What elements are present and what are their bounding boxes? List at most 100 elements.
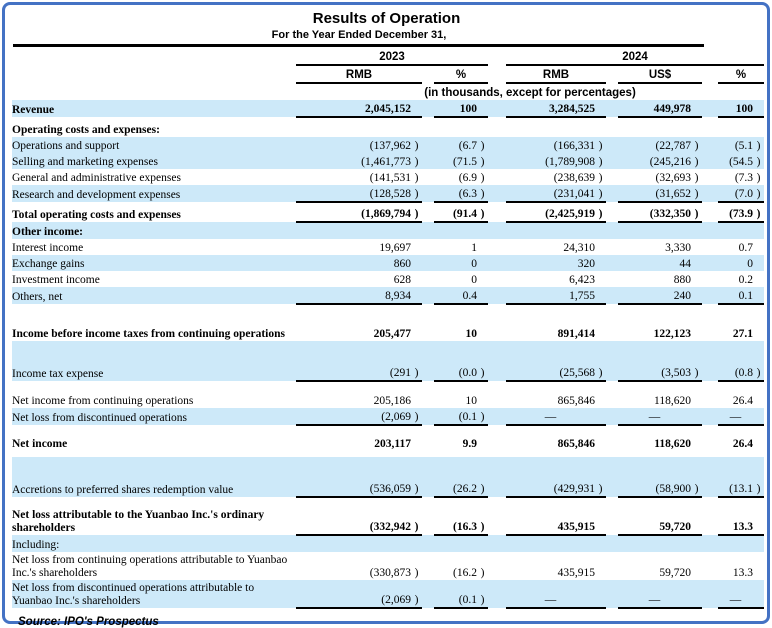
paren-slot: [753, 395, 764, 408]
value-text: 1: [471, 242, 477, 255]
col-gap: [702, 287, 718, 305]
table-row: Other income:: [12, 222, 765, 240]
paren-slot: [741, 594, 752, 607]
value-cell: 118,620: [618, 425, 702, 451]
value-text: 240: [673, 290, 691, 303]
value-cell: (13.1): [718, 457, 765, 499]
value-text: (332,350: [649, 208, 691, 221]
spacer-row: [12, 304, 764, 311]
paren-slot: [411, 290, 422, 303]
col-gap: [488, 239, 506, 255]
paren-slot: [477, 274, 488, 287]
value-text: 26.4: [732, 395, 754, 408]
paren-slot: ): [598, 172, 603, 185]
value-text: (7.0: [734, 188, 754, 201]
empty-value-cell: [618, 222, 702, 240]
value-text: (0.1: [458, 594, 477, 607]
value-cell: 0.4: [434, 287, 488, 306]
paren-slot: ): [694, 140, 699, 153]
table-row: Net income 203,117 9.9 865,846 118,620 26…: [12, 425, 764, 451]
paren-slot: ): [756, 156, 761, 169]
value-cell: (6.7): [434, 137, 488, 154]
row-label: Net loss from discontinued operations at…: [12, 580, 296, 609]
col-gap: [702, 202, 718, 222]
value-cell: —: [506, 580, 606, 610]
value-text: 865,846: [557, 438, 595, 451]
col-gap: [606, 287, 618, 305]
table-row: Exchange gains 860 0 320 44 0: [12, 255, 765, 272]
value-cell: —: [618, 580, 702, 610]
value-cell: 449,978: [618, 100, 702, 119]
col-gap: [606, 137, 618, 154]
value-cell: (26.2): [434, 457, 488, 499]
col-gap: [606, 311, 618, 341]
value-text: (25,568: [559, 367, 595, 380]
value-cell: (245,216): [618, 153, 702, 170]
paren-slot: ): [756, 140, 761, 153]
spacer-cell: [12, 304, 764, 311]
value-cell: 10: [434, 311, 488, 341]
value-cell: (2,425,919): [506, 202, 606, 224]
paren-slot: ): [694, 188, 699, 201]
value-cell: (22,787): [618, 137, 702, 154]
value-text: 1,755: [569, 290, 595, 303]
row-label: Net loss from continuing operations attr…: [12, 554, 288, 580]
value-text: 10: [465, 395, 478, 408]
paren-slot: [595, 103, 606, 116]
col-gap: [422, 341, 434, 382]
value-text: 860: [393, 258, 411, 271]
value-text: 118,620: [654, 438, 691, 451]
value-cell: (7.3): [718, 169, 764, 185]
value-cell: 0.2: [718, 271, 764, 287]
col-gap: [488, 311, 506, 341]
row-label: Accretions to preferred shares redemptio…: [12, 457, 296, 498]
paren-slot: ): [480, 367, 485, 380]
paren-slot: ): [756, 188, 761, 201]
paren-slot: ): [414, 188, 419, 201]
value-cell: 880: [618, 271, 702, 287]
paren-slot: [477, 242, 488, 255]
col-gap: [702, 239, 718, 255]
col-header: RMB: [296, 65, 422, 85]
value-text: (238,639: [553, 172, 595, 185]
value-text: 19,697: [379, 242, 411, 255]
value-text: (141,531: [369, 172, 411, 185]
paren-slot: ): [756, 208, 761, 221]
units-note-row: (in thousands, except for percentages): [12, 83, 764, 100]
header-rule: [13, 44, 704, 48]
paren-slot: [477, 328, 488, 341]
paren-slot: ): [756, 367, 761, 380]
value-text: (245,216: [649, 156, 691, 169]
results-table-body: 2023 2024 RMB% RMB US$% (in thousands, except…: [12, 48, 765, 610]
value-text: 891,414: [557, 328, 595, 341]
col-gap: [702, 552, 718, 580]
col-gap: [606, 117, 618, 137]
col-gap: [422, 425, 434, 451]
paren-slot: ): [480, 208, 485, 221]
table-row: Investment income 628 0 6,423 880 0.2: [12, 271, 764, 287]
paren-slot: [595, 242, 606, 255]
table-row: Total operating costs and expenses (1,869…: [12, 202, 765, 224]
row-label: Investment income: [12, 274, 100, 287]
value-cell: 118,620: [618, 390, 702, 408]
paren-slot: [595, 521, 606, 534]
value-cell: (16.2): [434, 552, 488, 580]
row-label: General and administrative expenses: [12, 172, 181, 185]
value-cell: (291): [296, 341, 422, 383]
col-gap: [488, 341, 506, 382]
col-gap: [488, 390, 506, 408]
paren-slot: ): [480, 483, 485, 496]
col-gap: [488, 65, 506, 83]
value-text: 100: [459, 103, 477, 116]
value-text: 205,186: [373, 395, 411, 408]
group-gap: [488, 48, 506, 65]
paren-slot: [411, 328, 422, 341]
col-gap: [606, 202, 618, 222]
paren-slot: [411, 274, 422, 287]
value-cell: (0.0): [434, 341, 488, 383]
col-gap: [702, 580, 718, 609]
value-text: (6.7: [458, 140, 477, 153]
value-text: (16.3: [453, 521, 477, 534]
col-gap: [488, 457, 506, 498]
col-gap: [488, 153, 506, 170]
